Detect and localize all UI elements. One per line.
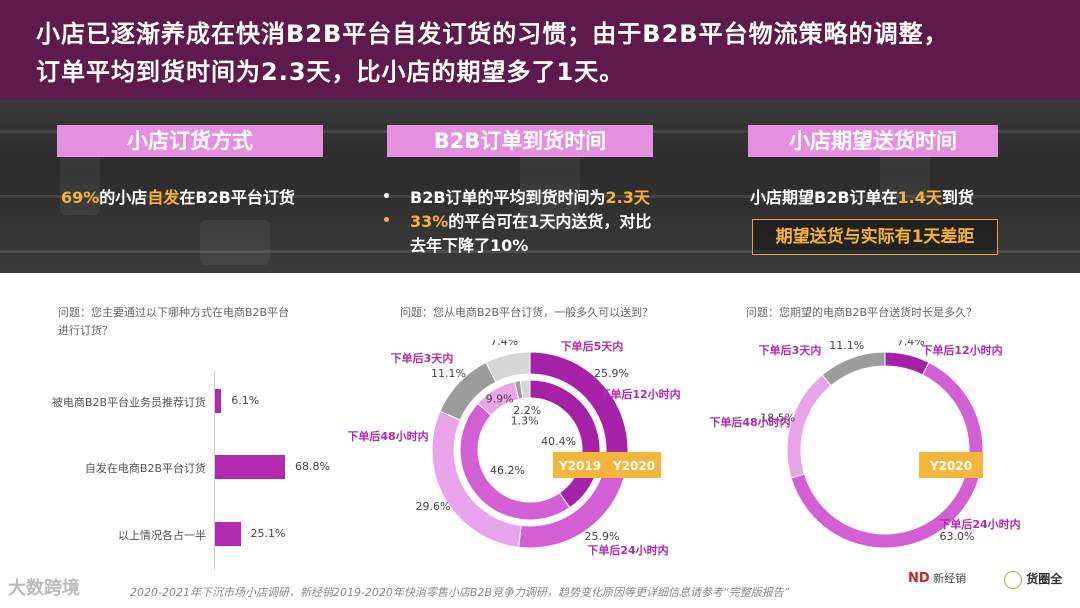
bullet-dot <box>384 217 389 222</box>
logo2-text: 货圈全 <box>1026 572 1063 586</box>
question-1-line2: 进行订货？ <box>58 324 113 337</box>
panel2-b1-text: B2B订单的平均到货时间为 <box>410 188 606 207</box>
panel2-b2-text: 的平台可在1天内送货，对比 <box>448 212 652 231</box>
panel2-bullet-1: B2B订单的平均到货时间为2.3天 <box>410 184 650 208</box>
inner-value-label: 2.2% <box>513 404 541 417</box>
logo1-text: 新经销 <box>933 572 967 585</box>
bar-category-label: 被电商B2B平台业务员推荐订货 <box>51 396 206 409</box>
category-label: 下单后12小时内 <box>921 343 1002 357</box>
donut-slice <box>821 351 886 387</box>
panel1-highlight: 自发 <box>147 188 180 207</box>
outer-value-label: 25.9% <box>585 530 620 543</box>
category-label: 下单后3天内 <box>391 351 454 365</box>
bar-category-label: 自发在电商B2B平台订货 <box>84 462 206 475</box>
panel-title-expected-time: 小店期望送货时间 <box>748 125 998 157</box>
legend-box <box>919 452 983 478</box>
panel3-t1: 小店期望B2B订单在 <box>750 188 898 207</box>
category-label: 下单后5天内 <box>561 340 624 353</box>
donut-slice <box>786 374 832 479</box>
bullet-dot <box>384 193 389 198</box>
panel1-tail: 在B2B平台订货 <box>179 188 295 207</box>
watermark-text: 大数跨境 <box>8 578 80 599</box>
value-label: 63.0% <box>939 530 974 543</box>
value-label: 11.1% <box>829 340 864 352</box>
panel1-statement: 69%的小店自发在B2B平台订货 <box>61 184 295 208</box>
bar <box>215 455 285 479</box>
outer-value-label: 11.1% <box>431 367 466 380</box>
panel2-b2-text2: 去年下降了10% <box>410 236 529 255</box>
inner-value-label: 9.9% <box>486 392 514 405</box>
source-note: 2020-2021年下沉市场小店调研，新经销2019-2020年快消零售小店B2… <box>130 586 790 599</box>
donut-chart-delivery: 25.9% 25.9% 29.6% 11.1% 7.4% 40.4% 46.2% 9.9% 1.… <box>347 340 680 557</box>
category-label: 下单后24小时内 <box>587 543 668 557</box>
panel1-pct: 69% <box>61 188 100 207</box>
category-label: 下单后12小时内 <box>599 387 680 401</box>
outer-value-label: 7.4% <box>490 340 518 348</box>
donut-outer-slice <box>485 351 531 383</box>
donut-inner-slice <box>519 379 531 400</box>
bar-category-label: 以上情况各占一半 <box>118 529 206 542</box>
category-label: 下单后48小时内 <box>347 429 428 443</box>
panel3-t1-val: 1.4天 <box>897 188 942 207</box>
panel2-b2-pct: 33% <box>410 212 449 231</box>
category-label: 下单后3天内 <box>759 343 822 357</box>
legend-y2020: Y2020 <box>929 459 972 473</box>
question-1: 问题：您主要通过以下哪种方式在电商B2B平台 进行订货？ <box>58 304 289 340</box>
bar-value-label: 25.1% <box>250 527 286 540</box>
bar <box>215 522 241 546</box>
legend-y2019: Y2019 <box>558 459 601 473</box>
inner-value-label: 40.4% <box>541 435 576 448</box>
logo-xinjingxiao: ND 新经销 <box>908 570 966 586</box>
logo-huoquanquan: 货圈全 <box>1004 570 1062 589</box>
logo-circle-icon <box>1004 570 1022 589</box>
bar-value-label: 6.1% <box>231 394 260 407</box>
panel2-bullet-2: 33%的平台可在1天内送货，对比 <box>410 208 651 232</box>
bar-value-label: 68.8% <box>295 460 330 473</box>
headline-line-1: 小店已逐渐养成在快消B2B平台自发订货的习惯；由于B2B平台物流策略的调整， <box>36 20 949 48</box>
legend-box <box>553 452 661 478</box>
inner-value-label: 46.2% <box>490 464 525 477</box>
panel3-statement: 小店期望B2B订单在1.4天到货 <box>750 184 974 208</box>
legend-y2020: Y2020 <box>612 459 655 473</box>
question-2: 问题：您从电商B2B平台订货，一般多久可以送到？ <box>400 306 654 319</box>
gap-callout: 期望送货与实际有1天差距 <box>752 219 998 255</box>
category-label: 下单后24小时内 <box>939 517 1020 531</box>
inner-value-label: 1.3% <box>511 414 539 427</box>
panel3-t1-tail: 到货 <box>941 188 974 207</box>
category-label: 下单后48小时内 <box>709 415 790 429</box>
panel-title-delivery-time: B2B订单到货时间 <box>387 125 653 157</box>
question-3: 问题：您期望的电商B2B平台送货时长是多久？ <box>746 306 978 319</box>
panel1-mid: 的小店 <box>99 188 148 207</box>
question-1-line1: 问题：您主要通过以下哪种方式在电商B2B平台 <box>58 306 290 319</box>
outer-value-label: 29.6% <box>416 500 451 513</box>
value-label: 18.5% <box>760 412 795 425</box>
panel-title-order-method: 小店订货方式 <box>57 125 323 157</box>
header-banner: 小店已逐渐养成在快消B2B平台自发订货的习惯；由于B2B平台物流策略的调整， 订… <box>0 0 1080 100</box>
outer-value-label: 25.9% <box>594 367 629 380</box>
bar <box>215 389 222 413</box>
value-label: 7.4% <box>897 340 925 348</box>
bar-chart-axis <box>214 370 215 570</box>
logo-mark-icon: ND <box>908 571 930 586</box>
panel2-b1-val: 2.3天 <box>605 188 650 207</box>
headline-line-2: 订单平均到货时间为2.3天，比小店的期望多了1天。 <box>36 58 625 86</box>
